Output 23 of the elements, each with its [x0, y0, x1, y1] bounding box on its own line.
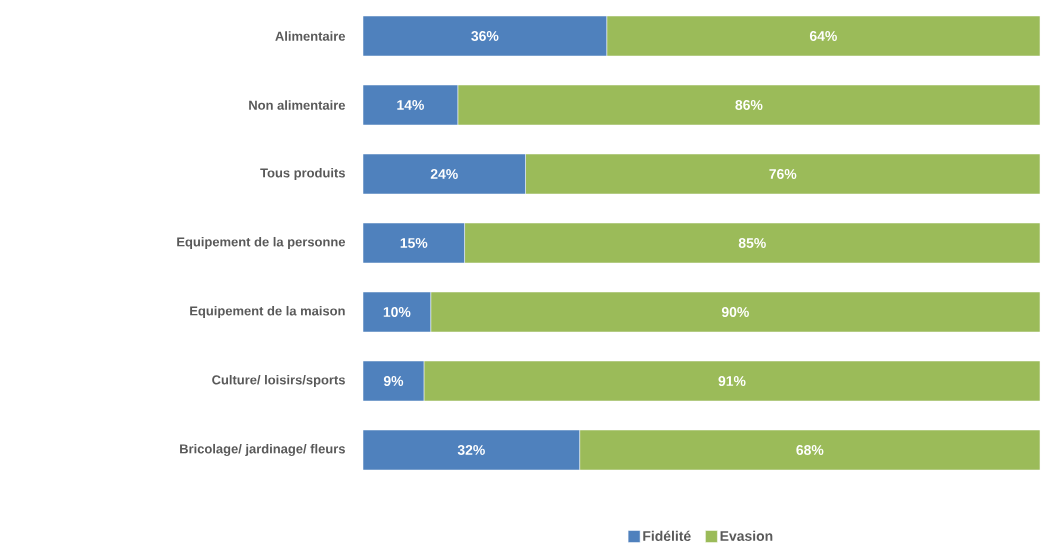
y-tick-label: Bricolage/ jardinage/ fleurs: [180, 443, 345, 457]
y-tick-label: Tous produits: [260, 167, 345, 181]
data-label: 14%: [397, 100, 424, 110]
y-tick-label: Non alimentaire: [249, 100, 346, 110]
data-label: 32%: [457, 445, 485, 455]
data-label: 68%: [796, 445, 824, 455]
y-tick-label: Culture/ loisirs/sports: [212, 374, 345, 388]
data-label: 76%: [769, 169, 797, 179]
data-label: 64%: [809, 31, 837, 41]
data-label: 36%: [471, 31, 499, 41]
data-label: 86%: [735, 100, 763, 110]
y-tick-label: Alimentaire: [275, 31, 346, 41]
legend-label: Evasion: [720, 530, 773, 541]
data-label: 24%: [430, 169, 458, 179]
data-label: 10%: [383, 307, 411, 317]
data-label: 91%: [718, 376, 746, 386]
data-label: 85%: [738, 238, 766, 248]
legend-label: Fidélité: [643, 530, 691, 542]
data-label: 9%: [383, 376, 404, 386]
data-label: 90%: [721, 307, 749, 317]
data-label: 15%: [400, 238, 428, 248]
y-tick-label: Equipement de la personne: [177, 236, 346, 250]
y-tick-label: Equipement de la maison: [190, 305, 345, 319]
